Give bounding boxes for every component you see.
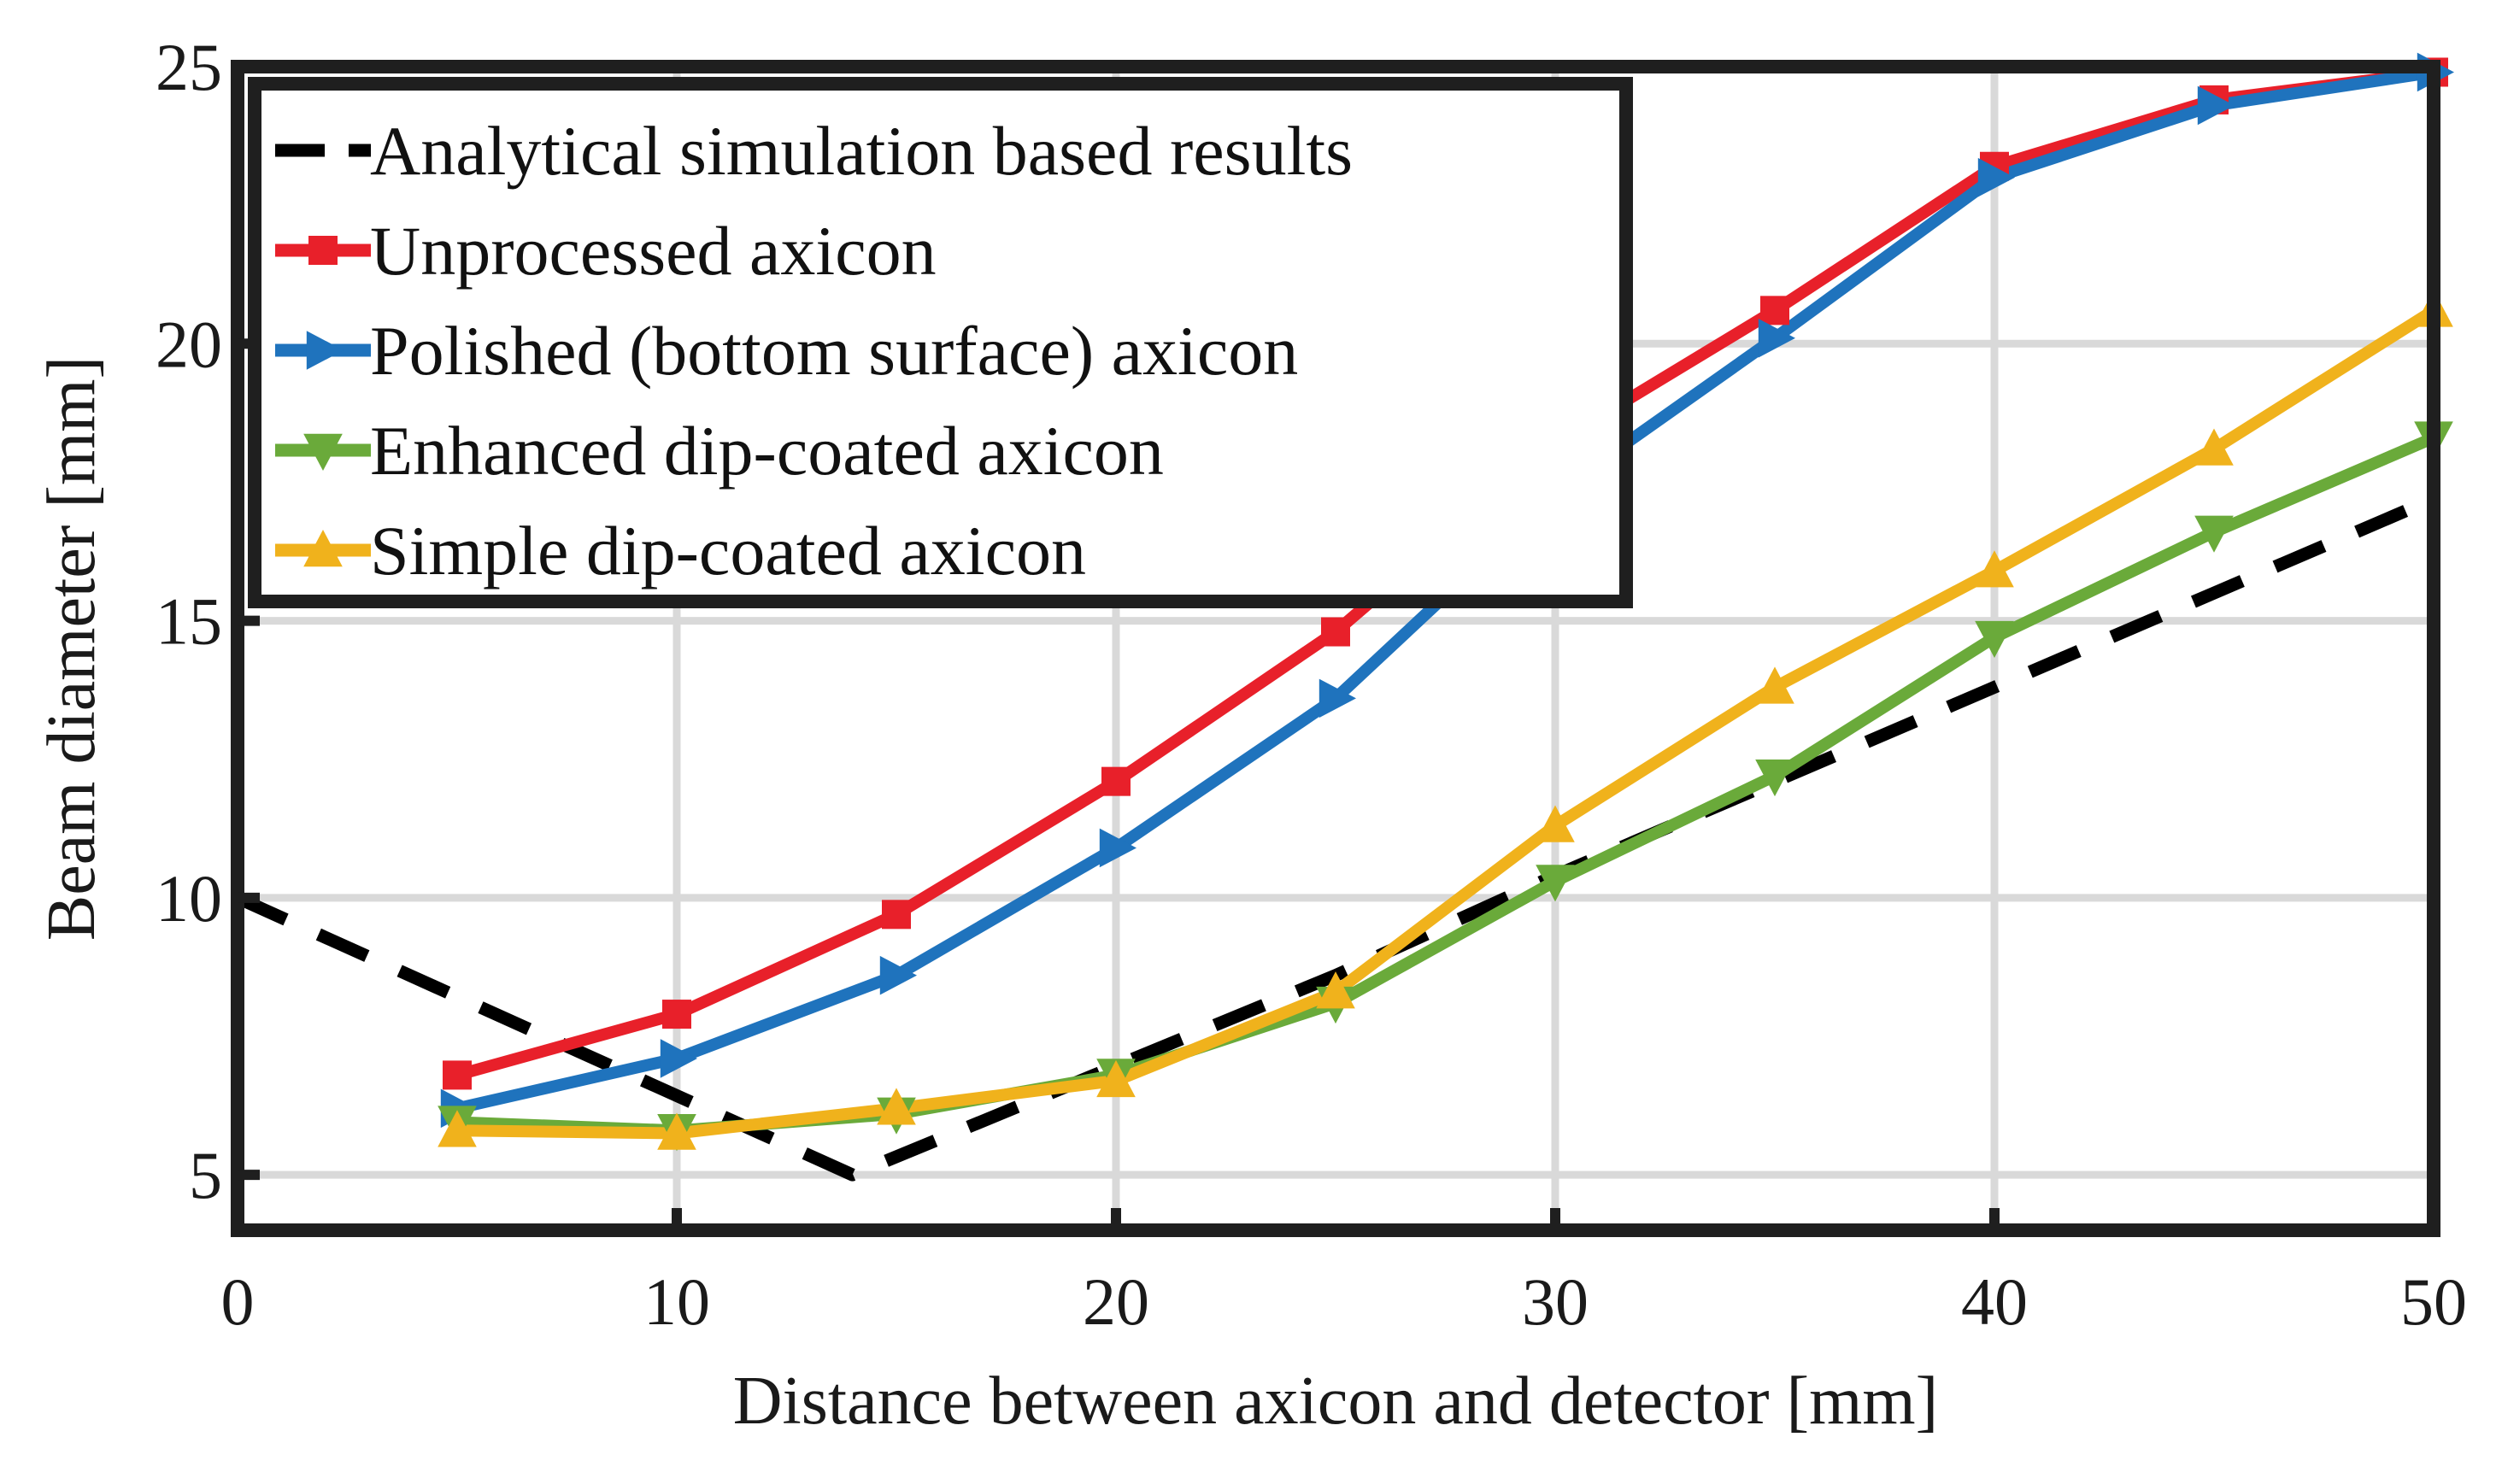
series-3-point (1099, 828, 1136, 868)
series-3-point (1319, 678, 1356, 719)
legend-label: Simple dip-coated axicon (370, 512, 1086, 589)
legend-swatch-marker (306, 331, 344, 370)
legend-entry-2: Unprocessed axicon (275, 212, 937, 290)
x-tick-label: 0 (221, 1264, 255, 1339)
series-4-point (1755, 759, 1794, 797)
series-3-point (2197, 85, 2235, 126)
series-5-point (1536, 805, 1575, 842)
axes-frame (231, 60, 2440, 1237)
y-tick-label: 10 (156, 861, 222, 936)
legend-swatch-marker (303, 433, 343, 471)
legend-swatch-marker (308, 236, 338, 265)
axis-ticks (232, 62, 2439, 1230)
x-tick-label: 10 (643, 1264, 710, 1339)
series-5-point (877, 1088, 916, 1125)
series-2-point (1760, 296, 1789, 326)
series-3-point (1977, 157, 2015, 197)
legend-entries: Analytical simulation based results Unpro… (275, 112, 1353, 589)
series-3-point (879, 955, 917, 995)
tick-labels: 0 10 20 30 40 50 5 10 15 20 25 (156, 30, 2467, 1339)
x-axis-label: Distance between axicon and detector [mm… (733, 1364, 1939, 1439)
legend-entry-5: Simple dip-coated axicon (275, 512, 1086, 589)
series-4-point (2194, 515, 2234, 553)
series-5-point (657, 1112, 696, 1150)
series-3-point (660, 1039, 697, 1078)
series-2-point (882, 900, 911, 930)
x-tick-label: 50 (2400, 1264, 2467, 1339)
series-5-point (1316, 971, 1355, 1009)
legend-label: Analytical simulation based results (370, 112, 1353, 190)
legend-entry-1: Analytical simulation based results (275, 112, 1353, 190)
x-tick-label: 40 (1961, 1264, 2028, 1339)
series-5-point (2194, 428, 2234, 466)
y-axis-label: Beam diameter [mm] (34, 356, 109, 941)
series-5-point (1096, 1059, 1136, 1098)
series-markers (438, 52, 2454, 1152)
series-4-point (1536, 865, 1575, 902)
legend-entry-4: Enhanced dip-coated axicon (275, 412, 1164, 490)
legend-label: Polished (bottom surface) axicon (370, 312, 1298, 390)
legend-box (248, 77, 1633, 608)
legend: Analytical simulation based results Unpro… (248, 77, 1633, 608)
y-tick-label: 25 (156, 30, 222, 104)
y-tick-label: 20 (156, 307, 222, 381)
series-4-point (1975, 620, 2014, 659)
legend-entry-3: Polished (bottom surface) axicon (275, 312, 1298, 390)
x-tick-label: 20 (1083, 1264, 1149, 1339)
series-3-point (1758, 319, 1795, 358)
series-2-point (443, 1060, 472, 1090)
x-tick-label: 30 (1522, 1264, 1589, 1339)
y-tick-label: 15 (156, 584, 222, 659)
legend-label: Enhanced dip-coated axicon (370, 412, 1164, 490)
series-5-point (1975, 550, 2014, 588)
series-2-point (1321, 617, 1350, 647)
series-5-line (456, 305, 2437, 1140)
series-2-point (662, 1000, 691, 1029)
series-5-point (1755, 666, 1794, 704)
legend-swatch-marker (303, 530, 343, 567)
series-2-point (1101, 766, 1131, 796)
series-5-point (438, 1110, 477, 1147)
y-tick-label: 5 (189, 1138, 222, 1212)
legend-label: Unprocessed axicon (370, 212, 937, 290)
